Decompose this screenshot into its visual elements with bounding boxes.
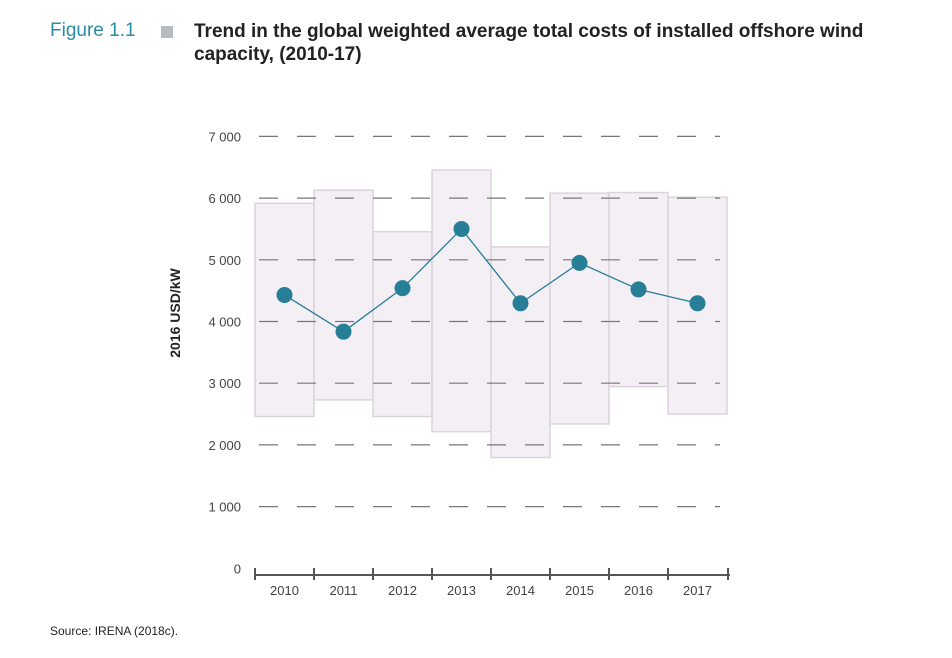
y-tick-label: 6 000 (208, 191, 241, 206)
data-point-2013 (453, 220, 470, 237)
x-tick-label: 2014 (506, 583, 535, 598)
x-tick-label: 2017 (683, 583, 712, 598)
y-tick-label: 3 000 (208, 376, 241, 391)
x-tick-label: 2015 (565, 583, 594, 598)
y-tick-label: 2 000 (208, 438, 241, 453)
figure-marker-square (161, 26, 173, 38)
source-note: Source: IRENA (2018c). (50, 624, 179, 638)
figure-title: Trend in the global weighted average tot… (194, 21, 864, 65)
y-tick-label: 4 000 (208, 315, 241, 330)
x-tick-label: 2013 (447, 583, 476, 598)
data-point-2011 (335, 323, 352, 340)
data-point-2010 (276, 286, 293, 303)
range-box-2011 (313, 189, 374, 401)
data-point-2015 (571, 254, 588, 271)
y-tick-label: 0 (234, 561, 241, 576)
figure-label: Figure 1.1 (50, 20, 136, 41)
range-box-2010 (254, 202, 315, 418)
x-tick-label: 2010 (270, 583, 299, 598)
x-tick-label: 2011 (330, 583, 358, 598)
data-point-2014 (512, 295, 529, 312)
y-tick-label: 7 000 (208, 129, 241, 144)
data-point-2016 (630, 281, 647, 298)
x-tick-label: 2016 (624, 583, 653, 598)
data-point-2017 (689, 295, 706, 312)
y-tick-label: 5 000 (208, 253, 241, 268)
x-tick-label: 2012 (388, 583, 417, 598)
data-point-2012 (394, 280, 411, 297)
y-tick-label: 1 000 (208, 500, 241, 515)
y-axis-label: 2016 USD/kW (167, 267, 183, 357)
range-box-2013 (431, 169, 492, 433)
range-box-2015 (549, 192, 610, 425)
series-line (284, 227, 698, 333)
range-box-2014 (490, 246, 551, 459)
